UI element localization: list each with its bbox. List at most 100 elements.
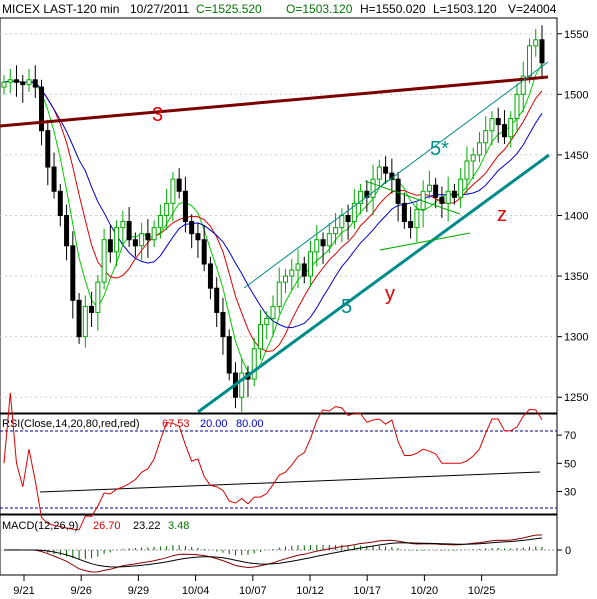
wave-labels: 3 5* 5 y z <box>152 104 507 318</box>
rsi-tick-label: 70 <box>564 430 576 442</box>
x-tick-label: 10/04 <box>182 585 210 597</box>
trendlines <box>0 61 550 414</box>
candle-body <box>283 275 289 283</box>
trendline-3 <box>0 75 549 128</box>
candle-body <box>295 263 301 271</box>
macd-value: 26.70 <box>93 520 121 532</box>
price-tick-label: 1450 <box>564 150 588 162</box>
wave-label-5-star: 5* <box>430 138 449 160</box>
rsi-high-level: 80.00 <box>236 418 264 430</box>
candle-body <box>501 124 507 138</box>
candle-body <box>170 178 176 204</box>
channel-line-5-star <box>243 61 549 289</box>
candle-body <box>451 190 457 198</box>
candle-body <box>301 263 307 277</box>
candle-body <box>426 184 432 192</box>
candle-body <box>508 118 514 138</box>
price-tick-label: 1250 <box>564 392 588 404</box>
candle-body <box>45 130 51 168</box>
macd-histogram <box>9 544 543 560</box>
candle-body <box>214 287 220 313</box>
ma-mid-line <box>3 80 543 353</box>
candle-body <box>157 215 163 229</box>
histogram-value: 3.48 <box>168 520 189 532</box>
price-y-axis: 1250 1300 1350 1400 1450 1500 1550 <box>557 29 588 404</box>
candle-body <box>345 215 351 223</box>
candle-body <box>226 336 232 374</box>
candle-body <box>533 39 539 47</box>
candle-body <box>514 93 520 120</box>
macd-section: MACD(12,26,9) 26.70 23.22 3.48 0 <box>0 520 571 573</box>
candle-body <box>464 160 470 180</box>
candle-body <box>339 215 345 229</box>
candle-body <box>364 190 370 198</box>
candle-body <box>383 166 389 174</box>
candle-body <box>26 79 32 86</box>
candle-body <box>370 178 376 198</box>
candle-body <box>276 281 282 307</box>
rsi-panel <box>0 413 558 515</box>
candle-body <box>351 202 357 223</box>
candle-body <box>220 311 226 338</box>
candle-body <box>314 239 320 253</box>
candle-body <box>270 305 276 319</box>
macd-line <box>3 534 543 573</box>
candle-body <box>239 372 245 398</box>
rsi-tick-label: 50 <box>564 458 576 470</box>
candle-body <box>139 233 145 247</box>
candle-body <box>126 221 132 241</box>
x-tick-label: 9/26 <box>70 585 91 597</box>
candlesticks <box>1 25 545 412</box>
rsi-section: RSI(Close,14,20,80,red,red) 67.53 20.00 … <box>0 392 557 531</box>
candle-body <box>257 324 263 350</box>
wave-label-z: z <box>497 204 507 226</box>
rsi-tick-label: 30 <box>564 486 576 498</box>
symbol-label: MICEX LAST-120 min <box>2 2 119 16</box>
candle-body <box>408 221 414 229</box>
candle-body <box>470 154 476 162</box>
candle-body <box>101 239 107 283</box>
candle-body <box>333 227 339 235</box>
candle-body <box>433 184 439 198</box>
candle-body <box>320 239 326 247</box>
x-tick-label: 10/07 <box>239 585 267 597</box>
x-tick-label: 10/12 <box>296 585 324 597</box>
signal-line <box>4 537 543 568</box>
macd-panel <box>0 514 558 576</box>
rsi-label: RSI(Close,14,20,80,red,red) <box>2 418 140 430</box>
trendline-5 <box>197 153 550 414</box>
candle-body <box>57 190 63 217</box>
price-tick-label: 1550 <box>564 29 588 41</box>
candle-body <box>376 166 382 180</box>
rsi-trendline <box>39 471 541 493</box>
candle-body <box>132 239 138 247</box>
candle-body <box>414 208 420 229</box>
signal-value: 23.22 <box>133 520 161 532</box>
open-value: O=1503.120 <box>286 2 353 16</box>
candle-body <box>114 227 120 253</box>
triangle-upper <box>364 180 461 215</box>
rsi-value: 67.53 <box>162 418 190 430</box>
candle-body <box>182 190 188 223</box>
volume-value: V=24004 <box>508 2 557 16</box>
price-tick-label: 1400 <box>564 211 588 223</box>
candle-body <box>51 166 57 192</box>
x-tick-label: 9/29 <box>128 585 149 597</box>
candle-body <box>264 317 270 326</box>
candle-body <box>251 348 257 380</box>
candle-body <box>120 221 126 229</box>
x-tick-label: 10/17 <box>353 585 381 597</box>
macd-label: MACD(12,26,9) <box>2 520 78 532</box>
candle-body <box>526 45 532 77</box>
candle-body <box>489 118 495 132</box>
candle-body <box>326 233 332 247</box>
candle-body <box>64 215 70 247</box>
candle-body <box>195 233 201 241</box>
candle-body <box>151 227 157 241</box>
candle-body <box>7 79 13 83</box>
candle-body <box>82 305 88 338</box>
x-axis: 9/21 9/26 9/29 10/04 10/07 10/12 10/17 10/20 10/… <box>13 575 495 597</box>
low-value: L=1503.120 <box>433 2 497 16</box>
candle-body <box>20 81 26 86</box>
